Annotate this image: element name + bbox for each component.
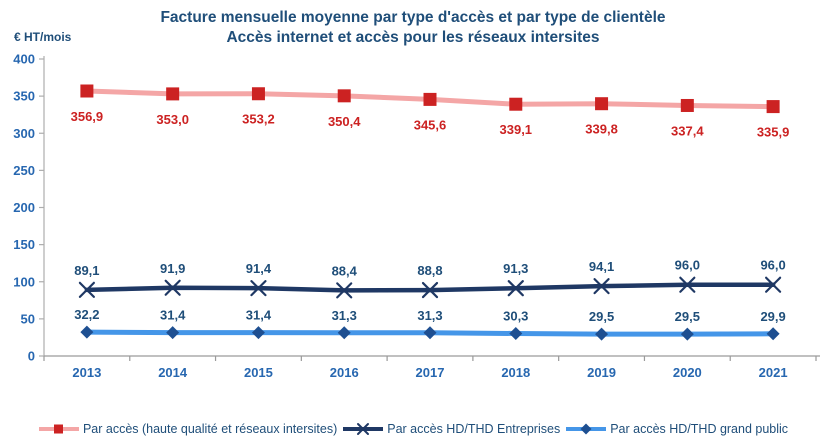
svg-text:91,3: 91,3 xyxy=(503,261,528,276)
chart-title-line1: Facture mensuelle moyenne par type d'acc… xyxy=(160,9,666,26)
svg-text:96,0: 96,0 xyxy=(675,258,700,273)
legend-label: Par accès HD/THD Entreprises xyxy=(387,422,561,436)
svg-text:29,5: 29,5 xyxy=(589,309,614,324)
svg-text:2016: 2016 xyxy=(330,365,359,380)
svg-text:89,1: 89,1 xyxy=(74,263,99,278)
chart-title-line2: Accès internet et accès pour les réseaux… xyxy=(226,29,600,46)
svg-text:2021: 2021 xyxy=(759,365,788,380)
svg-text:350,4: 350,4 xyxy=(328,114,361,129)
svg-text:337,4: 337,4 xyxy=(671,123,704,138)
svg-text:353,2: 353,2 xyxy=(242,112,275,127)
svg-text:150: 150 xyxy=(13,237,35,252)
legend-label: Par accès (haute qualité et réseaux inte… xyxy=(82,422,338,436)
y-axis-unit-label: € HT/mois xyxy=(14,30,72,44)
svg-text:335,9: 335,9 xyxy=(757,125,790,140)
svg-text:100: 100 xyxy=(13,274,35,289)
svg-text:339,1: 339,1 xyxy=(500,122,533,137)
svg-text:32,2: 32,2 xyxy=(74,307,99,322)
svg-text:91,4: 91,4 xyxy=(246,261,272,276)
svg-text:30,3: 30,3 xyxy=(503,309,528,324)
red-square-line-icon xyxy=(38,424,79,434)
legend-item-hdthd-entreprises: Par accès HD/THD Entreprises xyxy=(342,422,560,436)
svg-text:31,3: 31,3 xyxy=(417,308,442,323)
svg-text:200: 200 xyxy=(13,200,35,215)
svg-text:94,1: 94,1 xyxy=(589,259,614,274)
legend-item-par-acces-hq: Par accès (haute qualité et réseaux inte… xyxy=(38,422,337,436)
svg-text:91,9: 91,9 xyxy=(160,261,185,276)
svg-text:2018: 2018 xyxy=(501,365,530,380)
svg-text:353,0: 353,0 xyxy=(156,112,189,127)
svg-text:400: 400 xyxy=(13,52,35,67)
svg-text:300: 300 xyxy=(13,126,35,141)
svg-text:2015: 2015 xyxy=(244,365,273,380)
svg-text:356,9: 356,9 xyxy=(71,109,104,124)
svg-text:88,8: 88,8 xyxy=(417,263,442,278)
svg-text:345,6: 345,6 xyxy=(414,117,447,132)
chart-title: Facture mensuelle moyenne par type d'acc… xyxy=(0,8,826,48)
navy-x-line-icon xyxy=(343,423,384,435)
legend-item-hdthd-grand-public: Par accès HD/THD grand public xyxy=(565,422,788,436)
svg-text:2017: 2017 xyxy=(416,365,445,380)
svg-text:2020: 2020 xyxy=(673,365,702,380)
svg-text:29,9: 29,9 xyxy=(760,309,785,324)
svg-text:250: 250 xyxy=(13,163,35,178)
svg-text:2019: 2019 xyxy=(587,365,616,380)
svg-text:50: 50 xyxy=(21,311,35,326)
svg-text:350: 350 xyxy=(13,89,35,104)
legend-label: Par accès HD/THD grand public xyxy=(610,422,789,436)
svg-text:96,0: 96,0 xyxy=(760,258,785,273)
svg-text:88,4: 88,4 xyxy=(332,263,358,278)
svg-text:31,4: 31,4 xyxy=(160,308,186,323)
blue-diamond-line-icon xyxy=(566,423,607,435)
svg-text:29,5: 29,5 xyxy=(675,309,700,324)
svg-text:31,3: 31,3 xyxy=(332,308,357,323)
svg-text:2014: 2014 xyxy=(158,365,188,380)
svg-text:31,4: 31,4 xyxy=(246,308,272,323)
chart-legend: Par accès (haute qualité et réseaux inte… xyxy=(0,422,826,436)
svg-text:0: 0 xyxy=(28,349,35,364)
line-chart: 0 50 100 150 200 250 300 350 400 2013 2014 2015 2016… xyxy=(13,52,820,380)
svg-text:2013: 2013 xyxy=(72,365,101,380)
svg-text:339,8: 339,8 xyxy=(585,122,618,137)
